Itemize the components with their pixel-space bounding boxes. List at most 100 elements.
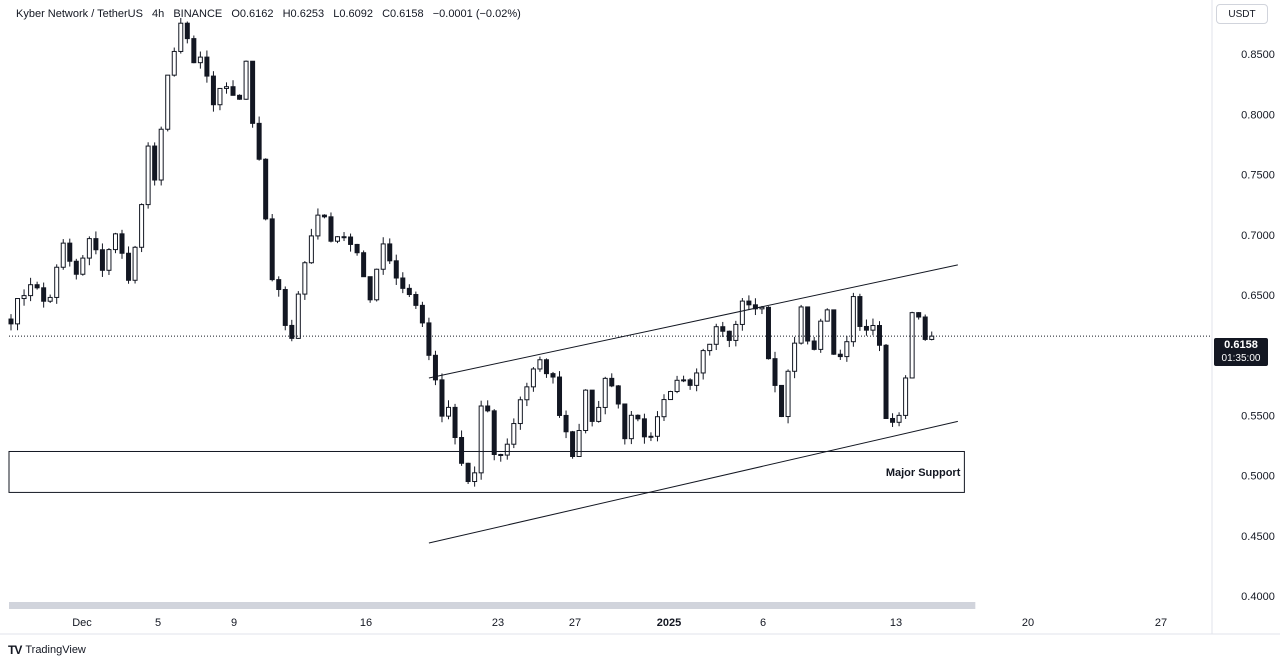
candle-body-up — [335, 236, 340, 242]
candle-body-down — [348, 236, 354, 245]
candle-body-down — [354, 243, 360, 254]
tradingview-brand[interactable]: TradingView — [25, 644, 86, 656]
time-tick-label: 6 — [760, 617, 766, 629]
candle-body-down — [152, 145, 158, 181]
candle-body-up — [870, 325, 876, 331]
candle-body-down — [184, 22, 190, 40]
close-value: C0.6158 — [382, 8, 424, 20]
candle-body-up — [694, 372, 700, 386]
candle-body-down — [779, 384, 785, 418]
exchange: BINANCE — [173, 8, 223, 20]
time-tick-label: 5 — [155, 617, 161, 629]
tradingview-logo-icon[interactable]: TV — [8, 643, 22, 657]
candle-body-up — [929, 335, 935, 340]
candle-body-down — [387, 243, 393, 262]
candle-body-down — [341, 236, 347, 239]
candle-body-down — [491, 410, 497, 455]
price-tick-label: 0.4500 — [1241, 531, 1275, 543]
candle-body-down — [8, 318, 14, 325]
candle-body-down — [432, 354, 438, 381]
candle-body-down — [498, 453, 504, 456]
candle-body-down — [269, 218, 275, 281]
time-tick-label: 27 — [1155, 617, 1167, 629]
candle-body-up — [86, 238, 92, 259]
candle-body-down — [641, 418, 647, 438]
candle-body-down — [210, 75, 216, 106]
candle-body-up — [15, 298, 21, 325]
candle-body-up — [700, 350, 706, 374]
candle-body-down — [543, 359, 549, 375]
footer: TV TradingView — [8, 643, 86, 657]
candle-body-down — [772, 358, 778, 386]
candle-body-down — [485, 405, 491, 412]
high-value: H0.6253 — [282, 8, 325, 20]
candle-body-up — [295, 293, 301, 339]
candle-body-down — [282, 289, 288, 326]
candle-body-up — [308, 235, 314, 264]
candle-body-down — [191, 38, 197, 64]
candle-body-down — [883, 344, 889, 419]
candle-body-down — [126, 252, 132, 281]
candle-body-up — [713, 326, 719, 345]
candle-body-down — [230, 86, 236, 96]
candle-body-down — [890, 417, 896, 423]
candle-body-up — [785, 370, 791, 418]
candle-body-up — [596, 406, 602, 422]
symbol-name[interactable]: Kyber Network / TetherUS — [16, 8, 143, 20]
low-value: L0.6092 — [333, 8, 373, 20]
candle-body-down — [406, 287, 412, 296]
price-tick-label: 0.7000 — [1241, 230, 1275, 242]
candle-body-down — [916, 312, 922, 318]
support-zone — [8, 450, 965, 493]
candle-body-down — [276, 279, 282, 291]
open-value: O0.6162 — [231, 8, 274, 20]
candle-body-down — [752, 304, 758, 310]
candle-body-down — [465, 462, 471, 483]
time-tick-label: 23 — [492, 617, 504, 629]
time-tick-label: Dec — [72, 617, 92, 629]
support-zone-label: Major Support — [886, 467, 961, 479]
candle-body-up — [380, 243, 386, 270]
candle-body-up — [576, 429, 582, 457]
candle-body-up — [824, 309, 830, 322]
candle-body-down — [857, 296, 863, 327]
candle-body-up — [733, 323, 739, 341]
time-tick-label: 13 — [890, 617, 902, 629]
candle-body-up — [197, 56, 203, 64]
candle-body-down — [557, 376, 563, 416]
candle-body-up — [178, 22, 184, 52]
interval[interactable]: 4h — [152, 8, 165, 20]
candle-body-up — [903, 377, 909, 416]
candle-body-up — [818, 320, 824, 350]
price-tick-label: 0.6500 — [1241, 290, 1275, 302]
candle-body-up — [243, 60, 249, 100]
candle-body-up — [165, 74, 171, 130]
price-tick-label: 0.8000 — [1241, 109, 1275, 121]
candle-body-up — [132, 246, 138, 281]
candle-body-down — [876, 325, 882, 346]
candle-body-down — [746, 300, 752, 306]
candle-body-up — [648, 435, 654, 438]
symbol-header: Kyber Network / TetherUS 4h BINANCE O0.6… — [16, 8, 527, 20]
candle-body-up — [139, 204, 145, 248]
candle-body-up — [850, 296, 856, 343]
candle-body-up — [537, 359, 543, 370]
time-scrollbar — [9, 602, 976, 609]
candle-body-down — [400, 277, 406, 289]
candle-body-up — [54, 266, 60, 298]
candle-body-up — [909, 312, 915, 379]
candle-body-down — [237, 94, 243, 100]
candle-body-up — [707, 343, 713, 352]
candle-body-down — [119, 233, 125, 254]
candle-body-up — [217, 87, 223, 106]
candle-body-up — [517, 399, 523, 425]
channel-trendline — [428, 264, 958, 379]
candle-body-down — [93, 238, 99, 251]
candle-body-up — [60, 242, 66, 268]
currency-button[interactable]: USDT — [1216, 4, 1268, 24]
candle-body-down — [609, 377, 615, 387]
candle-body-down — [73, 260, 79, 275]
candle-body-down — [811, 340, 817, 350]
